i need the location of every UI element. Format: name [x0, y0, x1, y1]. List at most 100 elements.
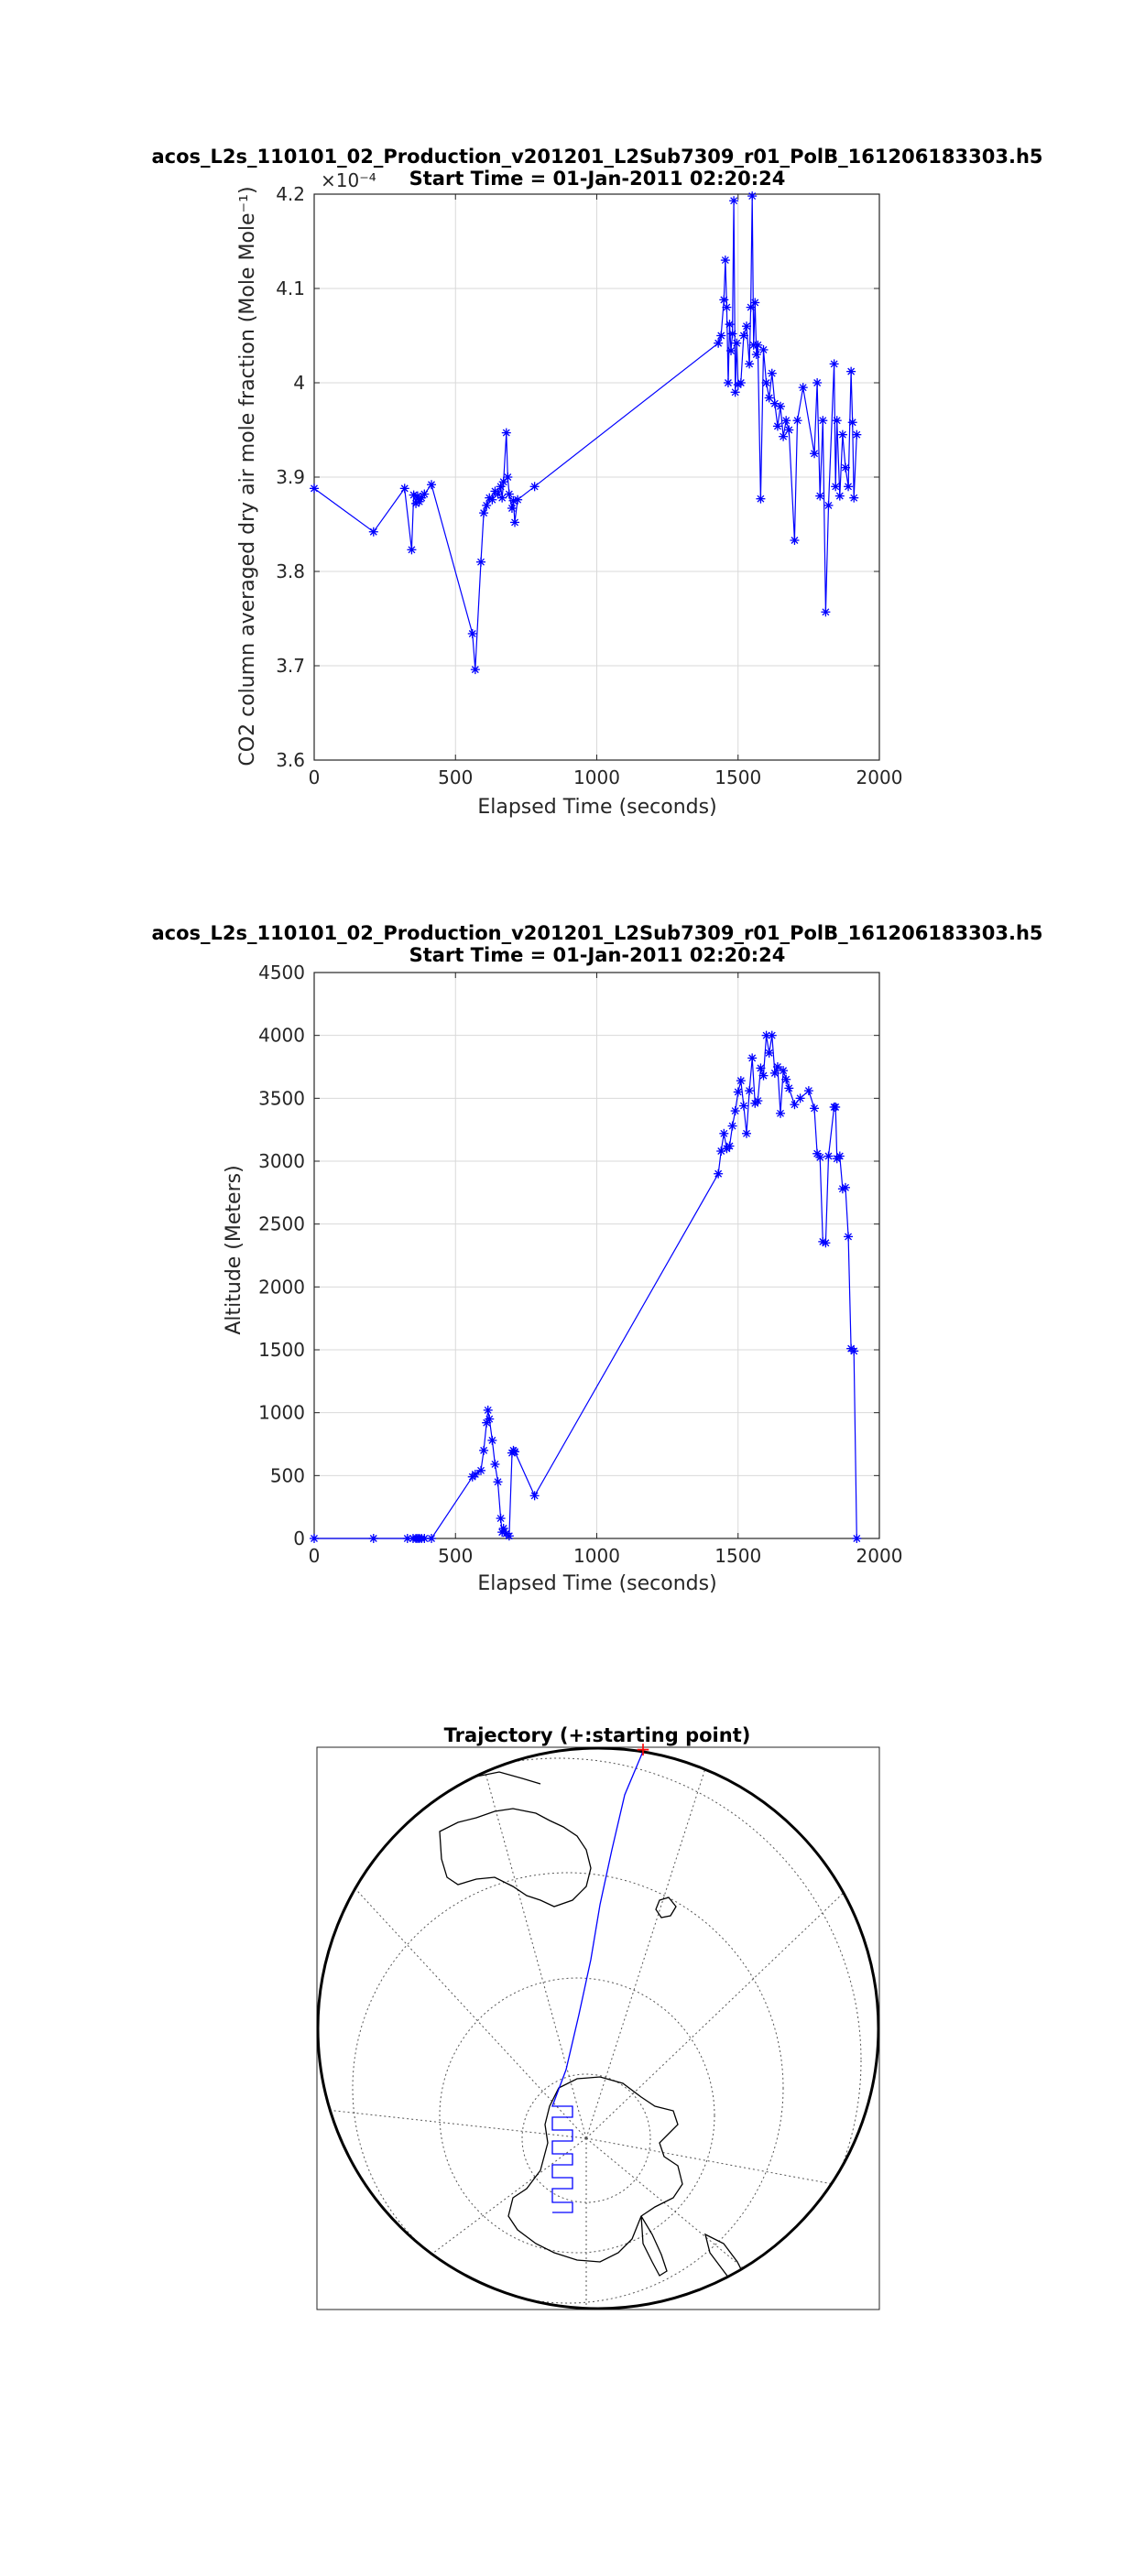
x-tick-label: 500 [438, 1545, 473, 1567]
data-point-marker [772, 421, 782, 431]
data-point-marker [767, 1030, 777, 1040]
y-tick-label: 1000 [258, 1402, 305, 1424]
chart1-subtitle: Start Time = 01-Jan-2011 02:20:24 [409, 168, 786, 190]
x-tick-label: 2000 [856, 766, 903, 788]
data-point-marker [844, 482, 854, 492]
trajectory-map: Trajectory (+:starting point) [316, 1724, 880, 2310]
data-point-marker [727, 1121, 737, 1131]
data-point-marker [852, 429, 862, 440]
data-point-marker [815, 1152, 825, 1162]
data-point-marker [485, 1414, 495, 1424]
data-point-marker [756, 1063, 766, 1073]
data-point-marker [719, 295, 729, 305]
data-point-marker [810, 1103, 820, 1114]
x-tick-label: 1500 [714, 766, 761, 788]
data-point-marker [769, 398, 780, 408]
data-point-marker [753, 340, 763, 350]
data-point-marker [834, 1151, 845, 1161]
data-point-marker [513, 495, 523, 505]
data-point-marker [470, 665, 480, 675]
data-point-marker [732, 338, 742, 348]
data-point-marker [498, 1524, 508, 1534]
data-point-marker [501, 428, 511, 438]
data-point-marker [310, 1534, 319, 1543]
chart1-grid [313, 193, 880, 761]
data-point-marker [487, 1435, 497, 1445]
data-point-marker [402, 1534, 412, 1543]
data-point-marker [482, 1418, 492, 1428]
altitude-chart: acos_L2s_110101_02_Production_v201201_L2… [151, 922, 1042, 1595]
data-point-marker [831, 482, 841, 492]
data-point-marker [815, 491, 825, 501]
y-tick-label: 4.1 [276, 277, 305, 299]
data-point-marker [730, 1106, 740, 1116]
data-point-marker [772, 1062, 782, 1071]
data-point-marker [719, 1128, 729, 1138]
data-point-marker [407, 545, 417, 555]
chart2-subtitle: Start Time = 01-Jan-2011 02:20:24 [409, 944, 786, 966]
data-point-marker [493, 1477, 503, 1487]
data-point-marker [795, 1093, 805, 1103]
data-point-marker [716, 331, 726, 341]
data-point-marker [479, 508, 489, 518]
data-point-marker [849, 493, 859, 503]
data-point-marker [725, 1141, 735, 1151]
data-point-marker [758, 1071, 769, 1081]
chart2-title: acos_L2s_110101_02_Production_v201201_L2… [151, 922, 1042, 944]
data-point-marker [844, 1232, 854, 1242]
data-point-marker [798, 383, 808, 393]
data-point-marker [823, 1151, 834, 1161]
data-point-marker [745, 359, 755, 369]
data-point-marker [482, 500, 492, 510]
data-point-marker [747, 191, 758, 201]
data-point-marker [821, 1238, 831, 1248]
data-point-marker [790, 536, 800, 546]
data-point-marker [497, 493, 507, 503]
data-point-marker [758, 344, 769, 354]
data-point-marker [738, 331, 748, 341]
data-point-marker [769, 1068, 780, 1078]
y-tick-label: 3.6 [276, 749, 305, 771]
y-tick-label: 4500 [258, 962, 305, 984]
data-point-marker [821, 607, 831, 617]
data-point-marker [742, 1128, 752, 1138]
data-point-marker [476, 1465, 486, 1475]
data-point-marker [479, 1445, 489, 1455]
data-point-marker [726, 345, 736, 355]
y-tick-label: 2500 [258, 1213, 305, 1235]
y-tick-label: 3.9 [276, 466, 305, 488]
trajectory-track [551, 1748, 645, 2213]
data-point-marker [810, 449, 820, 459]
data-point-marker [310, 484, 319, 494]
chart1-xlabel: Elapsed Time (seconds) [477, 796, 716, 819]
x-tick-label: 500 [438, 766, 473, 788]
data-point-marker [745, 1086, 755, 1096]
data-point-marker [427, 1534, 437, 1543]
data-point-marker [723, 378, 733, 387]
data-point-marker [730, 387, 740, 397]
y-tick-label: 4000 [258, 1025, 305, 1047]
chart1-exponent-label: ×10⁻⁴ [321, 169, 376, 191]
data-point-marker [846, 366, 856, 376]
data-point-marker [829, 359, 839, 369]
data-point-marker [840, 1182, 850, 1192]
map-title: Trajectory (+:starting point) [444, 1724, 751, 1746]
data-point-marker [823, 500, 834, 510]
data-point-marker [784, 1083, 794, 1093]
map-graticule [318, 1748, 878, 2309]
data-point-marker [832, 416, 842, 426]
data-point-marker [751, 350, 761, 360]
data-point-marker [496, 482, 506, 492]
data-point-marker [764, 393, 774, 403]
y-tick-label: 3.7 [276, 655, 305, 677]
data-point-marker [727, 329, 737, 339]
x-tick-label: 2000 [856, 1545, 903, 1567]
data-point-marker [764, 1048, 774, 1058]
data-point-marker [792, 416, 802, 426]
data-point-marker [779, 1066, 789, 1076]
data-point-marker [504, 489, 514, 499]
data-point-marker [840, 462, 850, 473]
data-point-marker [776, 1108, 786, 1118]
data-point-marker [427, 480, 437, 490]
